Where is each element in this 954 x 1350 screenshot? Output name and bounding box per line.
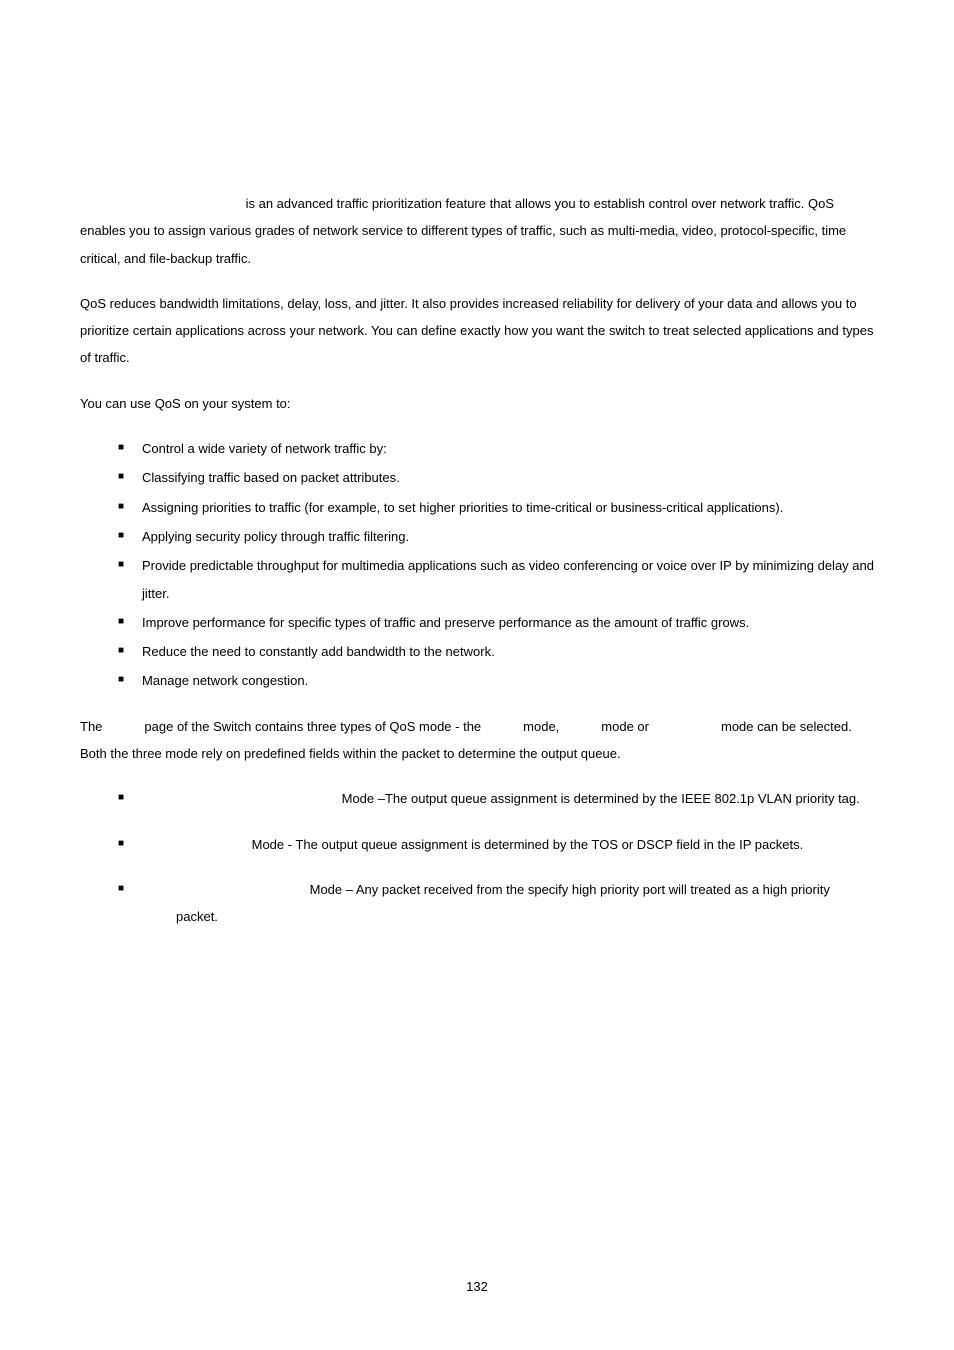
intro-p3-text: You can use QoS on your system to: [80, 396, 291, 411]
bullet-text: Reduce the need to constantly add bandwi… [142, 644, 495, 659]
page-number-text: 132 [466, 1279, 488, 1294]
mode-list-item: Mode - The output queue assignment is de… [118, 831, 874, 858]
mode2-text: Mode - The output queue assignment is de… [248, 837, 803, 852]
bullet-text: Improve performance for specific types o… [142, 615, 749, 630]
list-item: Assigning priorities to traffic (for exa… [118, 494, 874, 521]
bullet-text: Applying security policy through traffic… [142, 529, 409, 544]
intro-paragraph-1: is an advanced traffic prioritization fe… [80, 190, 874, 272]
intro-p2-text: QoS reduces bandwidth limitations, delay… [80, 296, 873, 366]
bullet-text: Control a wide variety of network traffi… [142, 441, 387, 456]
list-item: Control a wide variety of network traffi… [118, 435, 874, 462]
bullet-text: Classifying traffic based on packet attr… [142, 470, 400, 485]
list-item: Improve performance for specific types o… [118, 609, 874, 636]
bullet-text: Manage network congestion. [142, 673, 308, 688]
mode-list-item: Mode –The output queue assignment is det… [118, 785, 874, 812]
qos-seg4: mode or [601, 719, 649, 734]
list-item: Applying security policy through traffic… [118, 523, 874, 550]
list-item: Classifying traffic based on packet attr… [118, 464, 874, 491]
list-item: Provide predictable throughput for multi… [118, 552, 874, 607]
page-number: 132 [0, 1273, 954, 1300]
qos-seg3: mode, [523, 719, 559, 734]
list-item: Manage network congestion. [118, 667, 874, 694]
mode3-text: Mode – Any packet received from the spec… [176, 882, 830, 924]
feature-list: Control a wide variety of network traffi… [80, 435, 874, 695]
mode-list-item: Mode – Any packet received from the spec… [118, 876, 874, 931]
mode-list: Mode –The output queue assignment is det… [80, 785, 874, 930]
bullet-text: Assigning priorities to traffic (for exa… [142, 500, 783, 515]
bullet-text: Provide predictable throughput for multi… [142, 558, 874, 600]
qos-page-paragraph: The page of the Switch contains three typ… [80, 713, 874, 768]
list-item: Reduce the need to constantly add bandwi… [118, 638, 874, 665]
intro-p1-text: is an advanced traffic prioritization fe… [80, 196, 846, 266]
intro-paragraph-3: You can use QoS on your system to: [80, 390, 874, 417]
intro-paragraph-2: QoS reduces bandwidth limitations, delay… [80, 290, 874, 372]
qos-seg1: The [80, 719, 102, 734]
mode1-text: Mode –The output queue assignment is det… [338, 791, 860, 806]
qos-seg2: page of the Switch contains three types … [144, 719, 481, 734]
